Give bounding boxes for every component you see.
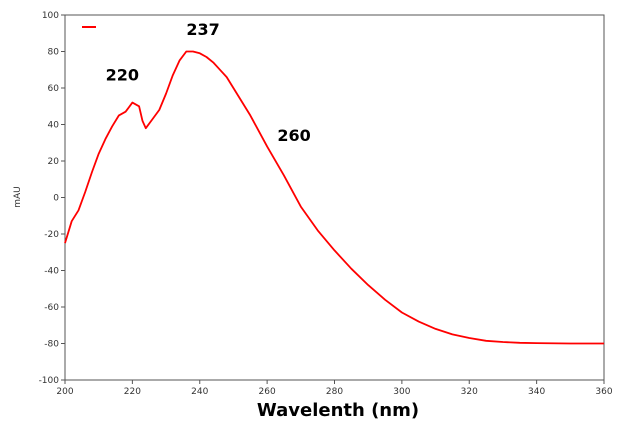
y-tick-label: -40: [44, 267, 59, 277]
plot-frame: [64, 14, 605, 381]
peak-label-220: 220: [106, 66, 139, 85]
x-tick-label: 200: [56, 387, 73, 397]
y-axis-label: mAU: [13, 186, 23, 208]
x-tick-label: 300: [393, 387, 410, 397]
y-tick-label: -80: [44, 340, 59, 350]
y-tick-label: -100: [39, 376, 60, 386]
y-tick-label: -20: [44, 230, 59, 240]
y-tick-label: 40: [48, 121, 60, 131]
x-tick-label: 240: [191, 387, 208, 397]
y-tick-label: 60: [48, 84, 60, 94]
x-tick-label: 280: [326, 387, 343, 397]
x-axis-label: Wavelenth (nm): [257, 400, 419, 421]
peak-label-260: 260: [277, 126, 310, 145]
y-tick-label: 20: [48, 157, 60, 167]
x-tick-label: 260: [259, 387, 276, 397]
peak-annotations: 220 237 260: [106, 20, 311, 145]
y-tick-label: 100: [42, 11, 59, 21]
series-line: [64, 50, 604, 345]
y-tick-label: 0: [53, 194, 59, 204]
y-tick-label: -60: [44, 303, 59, 313]
x-tick-label: 220: [124, 387, 141, 397]
y-axis-ticks: -100 -80 -60 -40 -20 0 20 40 60 80 100: [39, 11, 65, 386]
y-tick-label: 80: [48, 48, 60, 58]
x-tick-label: 360: [595, 387, 612, 397]
x-tick-label: 320: [461, 387, 478, 397]
peak-label-237: 237: [186, 20, 219, 39]
x-axis-ticks: 200 220 240 260 280 300 320 340 360: [56, 380, 613, 397]
x-tick-label: 340: [528, 387, 545, 397]
